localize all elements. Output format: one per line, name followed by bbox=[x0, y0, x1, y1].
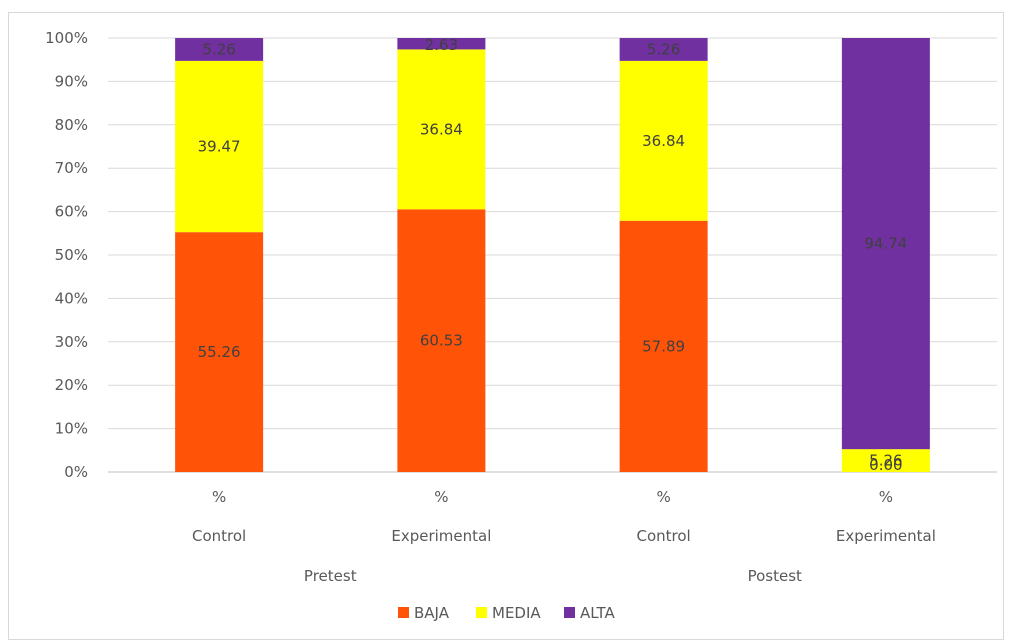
data-label: 60.53 bbox=[420, 332, 463, 350]
x-axis: % Control% Experimental% Control% Experiment… bbox=[192, 488, 936, 585]
legend-label: MEDIA bbox=[492, 604, 541, 622]
y-tick-label: 100% bbox=[45, 29, 88, 47]
data-label: 2.63 bbox=[425, 36, 458, 54]
x-tick-label-level1: % bbox=[434, 488, 448, 506]
chart-frame bbox=[8, 12, 1004, 640]
data-label: 55.26 bbox=[198, 343, 241, 361]
legend-label: ALTA bbox=[580, 604, 616, 622]
y-tick-label: 0% bbox=[64, 463, 88, 481]
x-group-label: Pretest bbox=[304, 567, 357, 585]
bar-segment-alta bbox=[397, 38, 486, 50]
bar-segment-media bbox=[841, 449, 930, 472]
bar-segment-baja bbox=[397, 209, 486, 472]
data-label: 5.26 bbox=[202, 40, 235, 58]
data-labels: 55.26 39.47 5.26 60.53 36.84 2.63 57.89 36.84 5.… bbox=[198, 36, 908, 474]
bar-segment-media bbox=[175, 60, 264, 233]
x-tick-label-level2: Experimental bbox=[836, 527, 936, 545]
data-label: 5.26 bbox=[647, 40, 680, 58]
bar-segment-baja bbox=[175, 232, 264, 472]
bar-segment-alta bbox=[841, 38, 930, 450]
bar-segment-alta bbox=[619, 38, 708, 61]
bar-segment-alta bbox=[175, 38, 264, 61]
x-tick-label-level2: Experimental bbox=[391, 527, 491, 545]
data-label: 36.84 bbox=[420, 120, 463, 138]
legend: BAJA MEDIA ALTA bbox=[398, 604, 616, 622]
legend-item-baja: BAJA bbox=[398, 604, 450, 622]
legend-swatch bbox=[398, 607, 409, 618]
data-label: 39.47 bbox=[198, 138, 241, 156]
bar-segment-baja bbox=[619, 220, 708, 472]
legend-swatch bbox=[476, 607, 487, 618]
y-tick-label: 90% bbox=[55, 72, 88, 90]
x-tick-label-level1: % bbox=[212, 488, 226, 506]
y-tick-label: 60% bbox=[55, 203, 88, 221]
y-tick-label: 30% bbox=[55, 333, 88, 351]
data-label: 94.74 bbox=[864, 235, 907, 253]
legend-label: BAJA bbox=[414, 604, 450, 622]
x-group-label: Postest bbox=[748, 567, 802, 585]
bars bbox=[175, 38, 930, 472]
bar-segment-media bbox=[619, 60, 708, 221]
y-tick-label: 10% bbox=[55, 420, 88, 438]
data-label: 5.26 bbox=[869, 452, 902, 470]
data-label: 57.89 bbox=[642, 337, 685, 355]
x-tick-label-level1: % bbox=[879, 488, 893, 506]
x-tick-label-level2: Control bbox=[192, 527, 246, 545]
legend-swatch bbox=[564, 607, 575, 618]
y-tick-label: 80% bbox=[55, 116, 88, 134]
y-tick-label: 40% bbox=[55, 289, 88, 307]
y-axis: 0% 10% 20% 30% 40% 50% 60% 70% 80% 90% 100% bbox=[45, 29, 88, 481]
bar-segment-media bbox=[397, 49, 486, 210]
y-tick-label: 50% bbox=[55, 246, 88, 264]
data-label: 36.84 bbox=[642, 132, 685, 150]
legend-item-alta: ALTA bbox=[564, 604, 616, 622]
x-tick-label-level2: Control bbox=[637, 527, 691, 545]
legend-item-media: MEDIA bbox=[476, 604, 541, 622]
y-tick-label: 70% bbox=[55, 159, 88, 177]
data-label: 0.00 bbox=[869, 456, 902, 474]
y-tick-label: 20% bbox=[55, 376, 88, 394]
x-tick-label-level1: % bbox=[656, 488, 670, 506]
